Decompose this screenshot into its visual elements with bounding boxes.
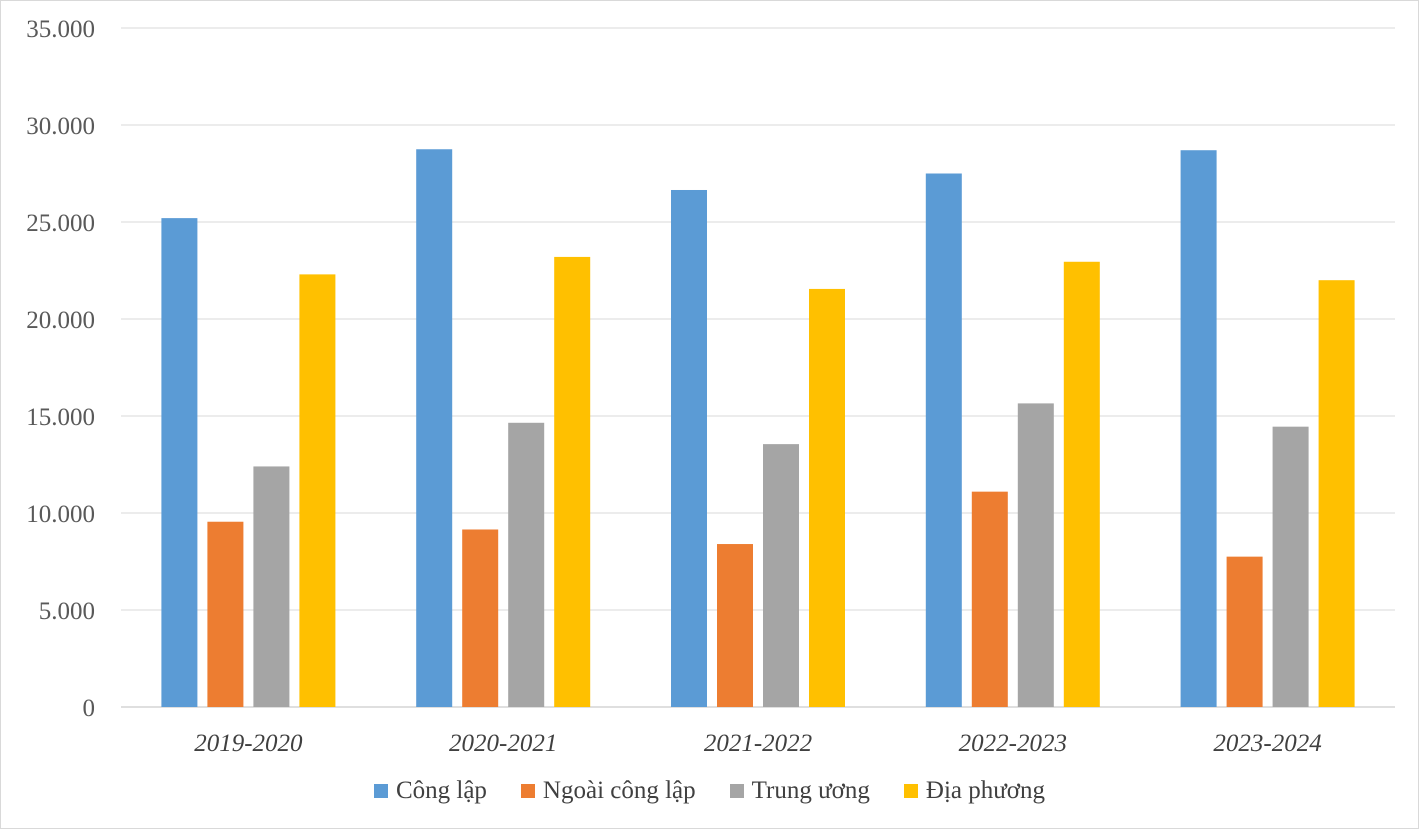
legend-label: Công lập <box>395 777 487 804</box>
legend-swatch <box>373 784 388 798</box>
legend-item: Công lập <box>373 777 487 805</box>
bar <box>717 544 753 707</box>
legend-label: Trung ương <box>751 777 870 804</box>
legend-swatch <box>729 784 744 798</box>
x-tick-label: 2021-2022 <box>704 730 812 757</box>
y-axis: 0 5.000 10.000 15.000 20.000 25.000 30.000 35.0… <box>26 16 95 722</box>
bar <box>1226 556 1263 707</box>
bar <box>253 466 290 707</box>
y-tick-label: 0 <box>83 695 96 722</box>
bar <box>299 274 336 707</box>
legend-swatch <box>903 784 918 798</box>
legend-swatch <box>520 784 535 798</box>
bar <box>1017 403 1054 707</box>
bar <box>1272 426 1309 707</box>
legend-item: Trung ương <box>729 777 870 805</box>
bar <box>508 422 545 707</box>
legend-item: Địa phương <box>903 777 1046 805</box>
bar <box>416 149 453 707</box>
y-tick-label: 35.000 <box>26 16 95 43</box>
bar <box>809 288 845 707</box>
bar <box>1063 261 1100 707</box>
bar <box>1180 150 1217 708</box>
x-tick-label: 2019-2020 <box>194 730 303 757</box>
bar <box>1318 280 1355 707</box>
legend-item: Ngoài công lập <box>520 777 696 805</box>
y-tick-label: 5.000 <box>39 598 95 625</box>
legend: Công lập Ngoài công lập Trung ương Địa phươ… <box>1 777 1418 805</box>
y-tick-label: 10.000 <box>26 501 95 528</box>
y-tick-label: 25.000 <box>26 210 95 237</box>
y-tick-label: 15.000 <box>26 404 95 431</box>
x-tick-label: 2020-2021 <box>449 730 557 757</box>
bar <box>462 529 499 707</box>
bar-chart: 0 5.000 10.000 15.000 20.000 25.000 30.000 35.0… <box>26 16 1395 757</box>
bar <box>671 189 707 708</box>
x-tick-label: 2023-2024 <box>1213 730 1321 757</box>
bars <box>161 149 1355 708</box>
x-tick-label: 2022-2023 <box>959 730 1067 757</box>
bar <box>207 521 244 707</box>
bar <box>763 444 799 707</box>
legend-label: Địa phương <box>925 777 1046 804</box>
x-axis: 2019-2020 2020-2021 2021-2022 2022-2023 2023… <box>194 730 1322 757</box>
legend-label: Ngoài công lập <box>542 777 696 804</box>
y-tick-label: 20.000 <box>26 307 95 334</box>
bar <box>554 256 591 707</box>
bar <box>971 491 1008 707</box>
bar <box>161 218 198 707</box>
y-tick-label: 30.000 <box>26 113 95 140</box>
bar <box>925 173 962 707</box>
